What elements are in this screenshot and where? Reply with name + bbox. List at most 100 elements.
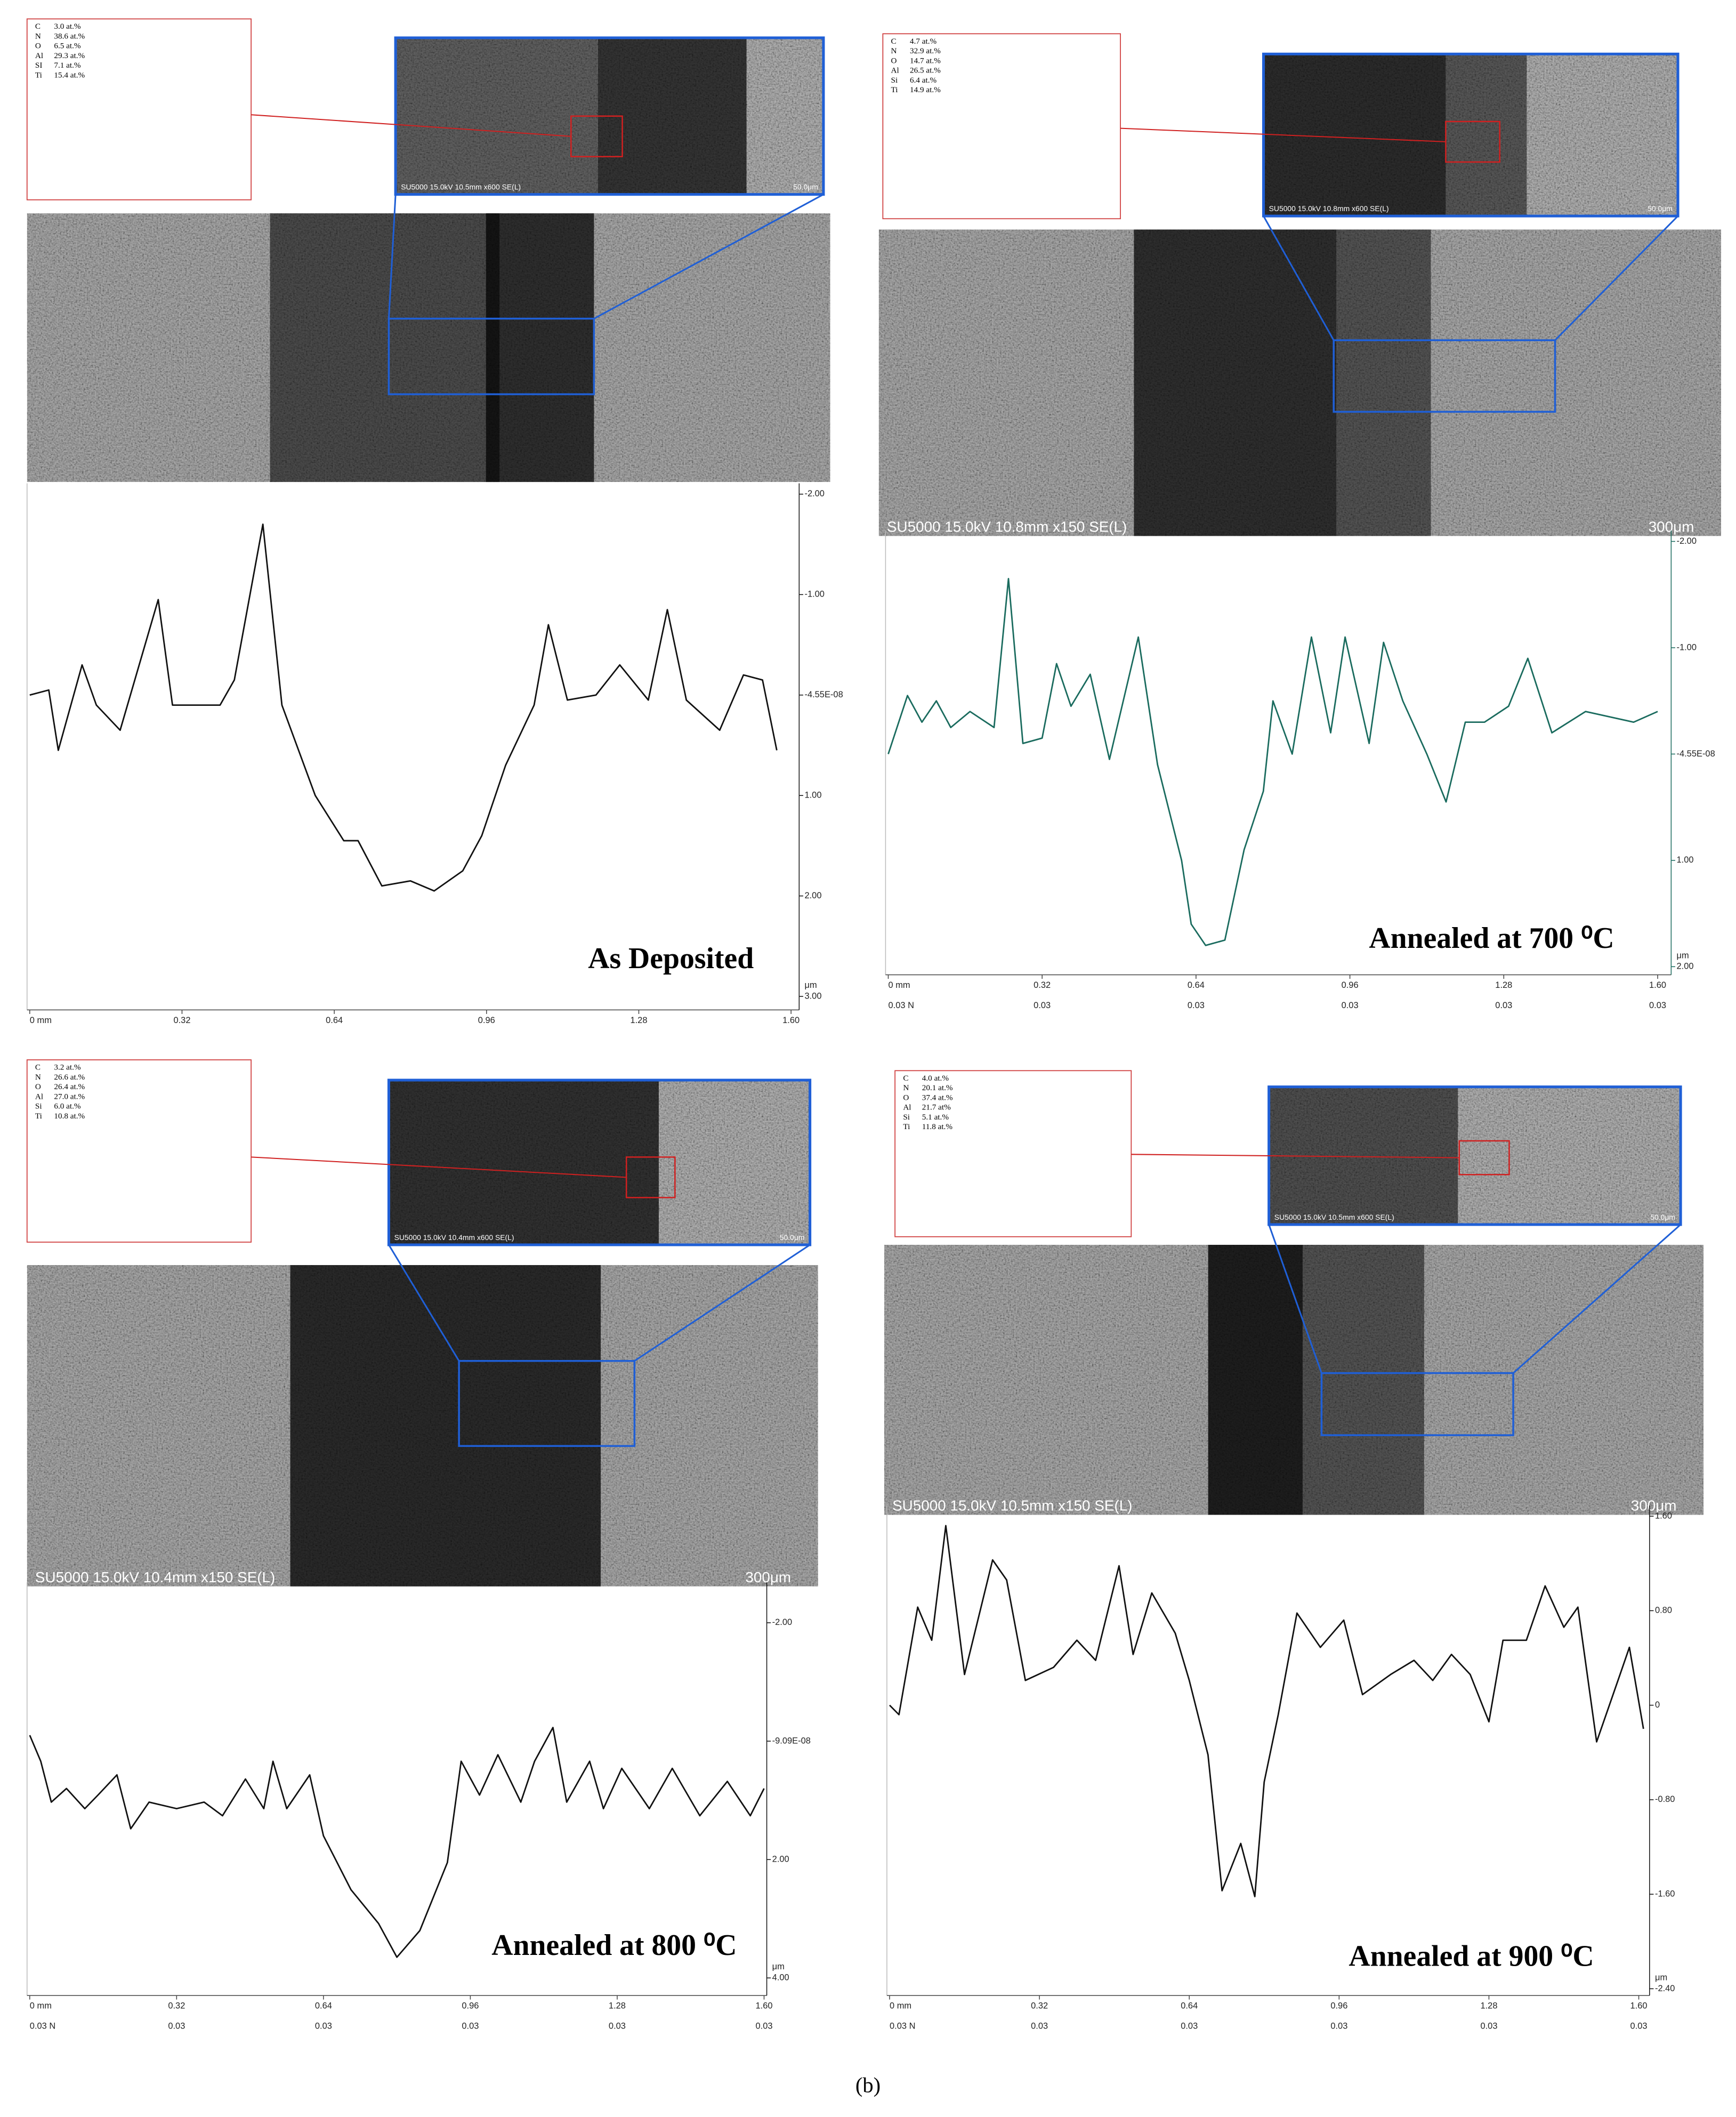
y-tick-label: -9.09E-08 — [772, 1736, 811, 1745]
zoom-connector — [1554, 215, 1679, 341]
eds-element: N — [35, 1073, 41, 1082]
sem-inset-caption: SU5000 15.0kV 10.5mm x600 SE(L) — [401, 183, 521, 191]
force-label: 0.03 — [1342, 1001, 1359, 1010]
y-tick-label: -4.55E-08 — [1676, 749, 1715, 759]
eds-amount: 5.1 at.% — [922, 1113, 949, 1122]
eds-element: Ti — [35, 1112, 42, 1121]
sem-inset-caption: SU5000 15.0kV 10.4mm x600 SE(L) — [394, 1233, 514, 1242]
eds-amount: 21.7 at% — [922, 1103, 951, 1112]
sem-caption: SU5000 15.0kV 10.5mm x150 SE(L) — [892, 1498, 1132, 1514]
sem-wear-track — [486, 213, 594, 482]
x-tick-label: 0.32 — [173, 1016, 190, 1025]
sem-inset-scale: 50.0μm — [793, 183, 818, 191]
eds-spot — [625, 1156, 676, 1198]
figure-label: (b) — [855, 2073, 881, 2097]
zoom-box — [387, 317, 595, 396]
force-label: 0.03 — [462, 2022, 479, 2031]
force-label: 0.03 — [609, 2022, 626, 2031]
y-tick-label: -1.60 — [1655, 1889, 1675, 1898]
x-tick-label: 0.32 — [1033, 980, 1051, 990]
sem-wear-track — [270, 213, 500, 482]
eds-element: Al — [35, 1092, 43, 1101]
eds-element: Al — [903, 1103, 911, 1112]
x-tick-label: 0.96 — [462, 2001, 479, 2011]
x-tick-label: 1.60 — [1649, 980, 1666, 990]
sem-wear-track — [1134, 229, 1337, 536]
eds-amount: 14.7 at.% — [910, 56, 941, 65]
eds-element: Al — [891, 66, 899, 75]
eds-amount: 6.0 at.% — [54, 1102, 81, 1111]
x-tick-label: 0 mm — [30, 1016, 52, 1025]
zoom-box — [1333, 339, 1556, 413]
x-tick-label: 0.32 — [1031, 2001, 1048, 2011]
force-label: 0.03 — [1033, 1001, 1051, 1010]
y-tick-label: 2.00 — [772, 1854, 789, 1864]
eds-amount: 10.8 at.% — [54, 1112, 85, 1121]
x-tick-label: 0.96 — [1330, 2001, 1347, 2011]
eds-element: C — [35, 22, 41, 31]
y-unit: μm — [1676, 951, 1689, 960]
eds-element: C — [35, 1063, 41, 1072]
chart-title: Annealed at 700 ⁰C — [1369, 922, 1614, 955]
eds-amount: 37.4 at.% — [922, 1093, 953, 1102]
sem-scale: 300μm — [745, 1569, 791, 1585]
y-tick-label: -1.00 — [804, 590, 825, 599]
x-tick-label: 1.28 — [1480, 2001, 1497, 2011]
y-tick-label: 1.00 — [1676, 855, 1693, 865]
eds-amount: 6.5 at.% — [54, 42, 81, 51]
eds-element: C — [903, 1074, 908, 1083]
eds-element: N — [903, 1083, 909, 1092]
force-label: 0.03 — [1188, 1001, 1205, 1010]
eds-amount: 32.9 at.% — [910, 46, 941, 55]
y-tick-label: -2.00 — [772, 1617, 793, 1627]
eds-amount: 4.0 at.% — [922, 1074, 949, 1083]
force-label: 0.03 — [168, 2022, 185, 2031]
eds-amount: 27.0 at.% — [54, 1092, 85, 1101]
eds-element: O — [903, 1093, 909, 1102]
eds-amount: 15.4 at.% — [54, 70, 85, 79]
profile-line — [29, 524, 778, 892]
y-tick-label: 2.00 — [1676, 962, 1693, 971]
eds-element: Si — [35, 1102, 42, 1111]
eds-connector — [251, 1156, 627, 1178]
eds-element: Ti — [35, 70, 42, 79]
sem-caption: SU5000 15.0kV 10.8mm x150 SE(L) — [887, 519, 1127, 535]
x-tick-label: 1.28 — [630, 1016, 647, 1025]
x-tick-label: 0.64 — [315, 2001, 332, 2011]
force-label: 0.03 — [1630, 2022, 1648, 2031]
y-tick-label: 0 — [1655, 1700, 1660, 1710]
x-tick-label: 0.64 — [326, 1016, 343, 1025]
sem-inset-track — [389, 1080, 659, 1245]
y-tick-label: 1.60 — [1655, 1511, 1672, 1520]
eds-amount: 26.4 at.% — [54, 1082, 85, 1091]
eds-element: Al — [35, 51, 43, 60]
force-label: 0.03 N — [30, 2022, 55, 2031]
sem-inset-caption: SU5000 15.0kV 10.5mm x600 SE(L) — [1274, 1213, 1394, 1221]
eds-box — [894, 1070, 1132, 1237]
profile-line — [889, 1525, 1644, 1897]
sem-scale: 300μm — [1631, 1498, 1677, 1514]
y-tick-label: 2.00 — [804, 891, 821, 900]
x-tick-label: 0 mm — [890, 2001, 911, 2011]
y-tick-label: -4.55E-08 — [804, 690, 843, 699]
force-label: 0.03 — [1181, 2022, 1198, 2031]
eds-element: Ti — [903, 1122, 910, 1131]
zoom-connector — [1513, 1223, 1682, 1374]
sem-inset-scale: 50.0μm — [1648, 204, 1673, 213]
eds-amount: 3.2 at.% — [54, 1063, 81, 1072]
y-tick-label: -1.00 — [1676, 642, 1697, 652]
zoom-connector — [1268, 1224, 1322, 1374]
eds-element: N — [35, 31, 41, 41]
force-label: 0.03 — [1495, 1001, 1512, 1010]
x-tick-label: 0.64 — [1181, 2001, 1198, 2011]
force-label: 0.03 N — [890, 2022, 915, 2031]
y-unit: μm — [804, 980, 817, 990]
eds-amount: 20.1 at.% — [922, 1083, 953, 1092]
inset-frame — [387, 1078, 812, 1246]
eds-amount: 26.5 at.% — [910, 66, 941, 75]
eds-connector — [1131, 1154, 1459, 1158]
force-label: 0.03 N — [888, 1001, 914, 1010]
eds-amount: 38.6 at.% — [54, 31, 85, 41]
chart-title: Annealed at 900 ⁰C — [1349, 1939, 1594, 1973]
